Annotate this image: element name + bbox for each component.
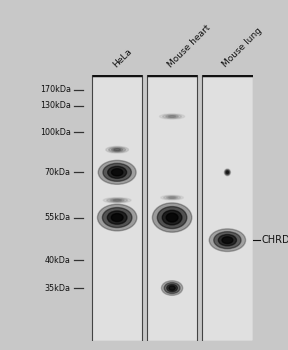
- Bar: [202, 75, 253, 341]
- Ellipse shape: [111, 169, 123, 176]
- Ellipse shape: [103, 163, 131, 181]
- Ellipse shape: [157, 206, 187, 229]
- Ellipse shape: [214, 232, 241, 248]
- Text: CHRDL1: CHRDL1: [261, 235, 288, 245]
- Ellipse shape: [225, 170, 230, 175]
- Ellipse shape: [110, 199, 124, 202]
- Ellipse shape: [114, 149, 121, 151]
- Bar: [147, 75, 197, 341]
- Ellipse shape: [164, 282, 180, 294]
- Ellipse shape: [103, 198, 131, 203]
- Ellipse shape: [111, 148, 123, 152]
- Ellipse shape: [168, 116, 176, 117]
- Text: Mouse lung: Mouse lung: [221, 26, 264, 69]
- Ellipse shape: [160, 114, 185, 119]
- Ellipse shape: [107, 211, 127, 224]
- Ellipse shape: [209, 229, 246, 251]
- Ellipse shape: [103, 208, 132, 228]
- Text: HeLa: HeLa: [111, 47, 133, 69]
- Ellipse shape: [167, 285, 177, 292]
- Text: Mouse heart: Mouse heart: [166, 23, 212, 69]
- Ellipse shape: [162, 281, 183, 295]
- Text: 170kDa: 170kDa: [40, 85, 71, 94]
- Ellipse shape: [108, 166, 127, 178]
- Ellipse shape: [162, 210, 182, 225]
- Text: 40kDa: 40kDa: [45, 256, 71, 265]
- Ellipse shape: [169, 197, 175, 198]
- Ellipse shape: [98, 204, 137, 231]
- Ellipse shape: [226, 172, 228, 173]
- Ellipse shape: [218, 234, 236, 246]
- Ellipse shape: [226, 171, 229, 174]
- Text: 130kDa: 130kDa: [40, 102, 71, 110]
- Ellipse shape: [152, 203, 192, 232]
- Ellipse shape: [111, 214, 123, 222]
- Ellipse shape: [163, 114, 181, 118]
- Ellipse shape: [166, 213, 178, 222]
- Ellipse shape: [106, 146, 128, 153]
- Ellipse shape: [224, 169, 230, 176]
- Bar: [92, 75, 142, 341]
- Ellipse shape: [169, 286, 175, 290]
- Text: 70kDa: 70kDa: [45, 168, 71, 177]
- Text: 35kDa: 35kDa: [45, 284, 71, 293]
- Text: 55kDa: 55kDa: [45, 213, 71, 222]
- Ellipse shape: [98, 160, 136, 184]
- Ellipse shape: [222, 237, 233, 244]
- Ellipse shape: [166, 115, 178, 118]
- Text: 100kDa: 100kDa: [40, 128, 71, 137]
- Ellipse shape: [109, 147, 126, 152]
- Ellipse shape: [164, 196, 181, 199]
- Ellipse shape: [113, 199, 121, 201]
- Ellipse shape: [107, 198, 128, 202]
- Ellipse shape: [166, 196, 178, 199]
